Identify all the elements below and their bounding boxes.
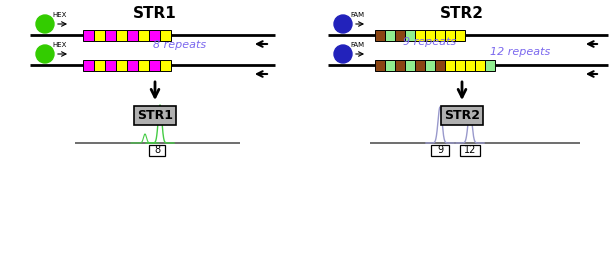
Text: STR1: STR1 <box>137 109 173 122</box>
Bar <box>375 29 385 40</box>
Bar <box>116 29 127 40</box>
Bar <box>425 60 435 70</box>
Text: 12: 12 <box>464 145 476 155</box>
Bar <box>485 60 495 70</box>
Bar <box>127 29 138 40</box>
Bar <box>455 60 465 70</box>
Bar <box>160 60 171 70</box>
Bar <box>475 60 485 70</box>
Bar <box>149 29 160 40</box>
Bar <box>94 29 105 40</box>
Bar <box>445 60 455 70</box>
Bar <box>460 145 480 156</box>
Bar <box>105 29 116 40</box>
Bar <box>94 60 105 70</box>
Text: 8: 8 <box>154 145 160 155</box>
Bar <box>105 60 116 70</box>
Bar <box>445 29 455 40</box>
Bar <box>435 60 445 70</box>
Bar <box>149 60 160 70</box>
Bar <box>395 29 405 40</box>
Bar <box>465 60 475 70</box>
Bar <box>375 60 385 70</box>
Bar <box>385 29 395 40</box>
Text: HEX: HEX <box>52 12 67 18</box>
Text: 8 repeats: 8 repeats <box>153 40 206 50</box>
Circle shape <box>334 15 352 33</box>
Text: STR2: STR2 <box>444 109 480 122</box>
Bar <box>395 60 405 70</box>
Bar <box>415 60 425 70</box>
Bar <box>405 60 415 70</box>
Bar <box>385 60 395 70</box>
Bar <box>415 29 425 40</box>
Bar <box>138 60 149 70</box>
Text: 12 repeats: 12 repeats <box>490 47 550 57</box>
Text: FAM: FAM <box>350 12 364 18</box>
Circle shape <box>36 15 54 33</box>
Text: 9 repeats: 9 repeats <box>403 37 456 47</box>
Circle shape <box>334 45 352 63</box>
Bar <box>160 29 171 40</box>
Bar <box>425 29 435 40</box>
Circle shape <box>36 45 54 63</box>
Text: STR2: STR2 <box>440 6 484 21</box>
Bar <box>431 145 449 156</box>
Text: HEX: HEX <box>52 42 67 48</box>
Text: FAM: FAM <box>350 42 364 48</box>
Text: 9: 9 <box>437 145 443 155</box>
Bar <box>116 60 127 70</box>
Bar <box>83 29 94 40</box>
Bar <box>83 60 94 70</box>
Bar <box>127 60 138 70</box>
Bar <box>405 29 415 40</box>
Bar <box>149 145 165 156</box>
Bar <box>138 29 149 40</box>
Bar <box>435 29 445 40</box>
Text: STR1: STR1 <box>133 6 177 21</box>
Bar <box>455 29 465 40</box>
